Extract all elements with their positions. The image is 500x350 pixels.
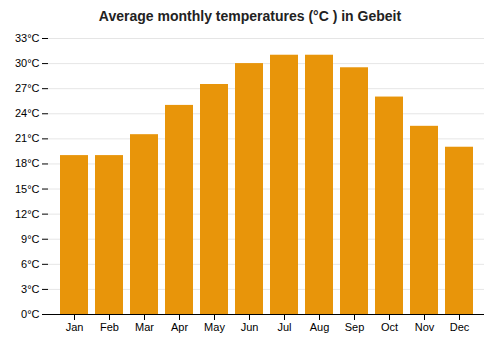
svg-text:0°C: 0°C (21, 308, 40, 320)
svg-text:9°C: 9°C (21, 233, 40, 245)
svg-text:3°C: 3°C (21, 283, 40, 295)
svg-text:15°C: 15°C (15, 183, 40, 195)
svg-text:12°C: 12°C (15, 208, 40, 220)
svg-text:30°C: 30°C (15, 57, 40, 69)
svg-text:18°C: 18°C (15, 157, 40, 169)
svg-text:Jun: Jun (241, 321, 259, 333)
svg-text:6°C: 6°C (21, 258, 40, 270)
svg-text:27°C: 27°C (15, 82, 40, 94)
svg-text:33°C: 33°C (15, 32, 40, 44)
svg-text:Apr: Apr (171, 321, 188, 333)
svg-text:Feb: Feb (100, 321, 119, 333)
svg-text:Jul: Jul (277, 321, 291, 333)
html-text:Average monthly temperatures (: Average monthly temperatures (°C ) in Ge… (98, 8, 402, 24)
svg-text:Aug: Aug (310, 321, 330, 333)
svg-text:Jan: Jan (66, 321, 84, 333)
svg-text:Nov: Nov (415, 321, 435, 333)
svg-text:Mar: Mar (135, 321, 154, 333)
svg-text:May: May (204, 321, 225, 333)
svg-text:24°C: 24°C (15, 107, 40, 119)
svg-text:Oct: Oct (381, 321, 398, 333)
svg-text:Dec: Dec (450, 321, 470, 333)
svg-text:21°C: 21°C (15, 132, 40, 144)
svg-text:Sep: Sep (345, 321, 365, 333)
